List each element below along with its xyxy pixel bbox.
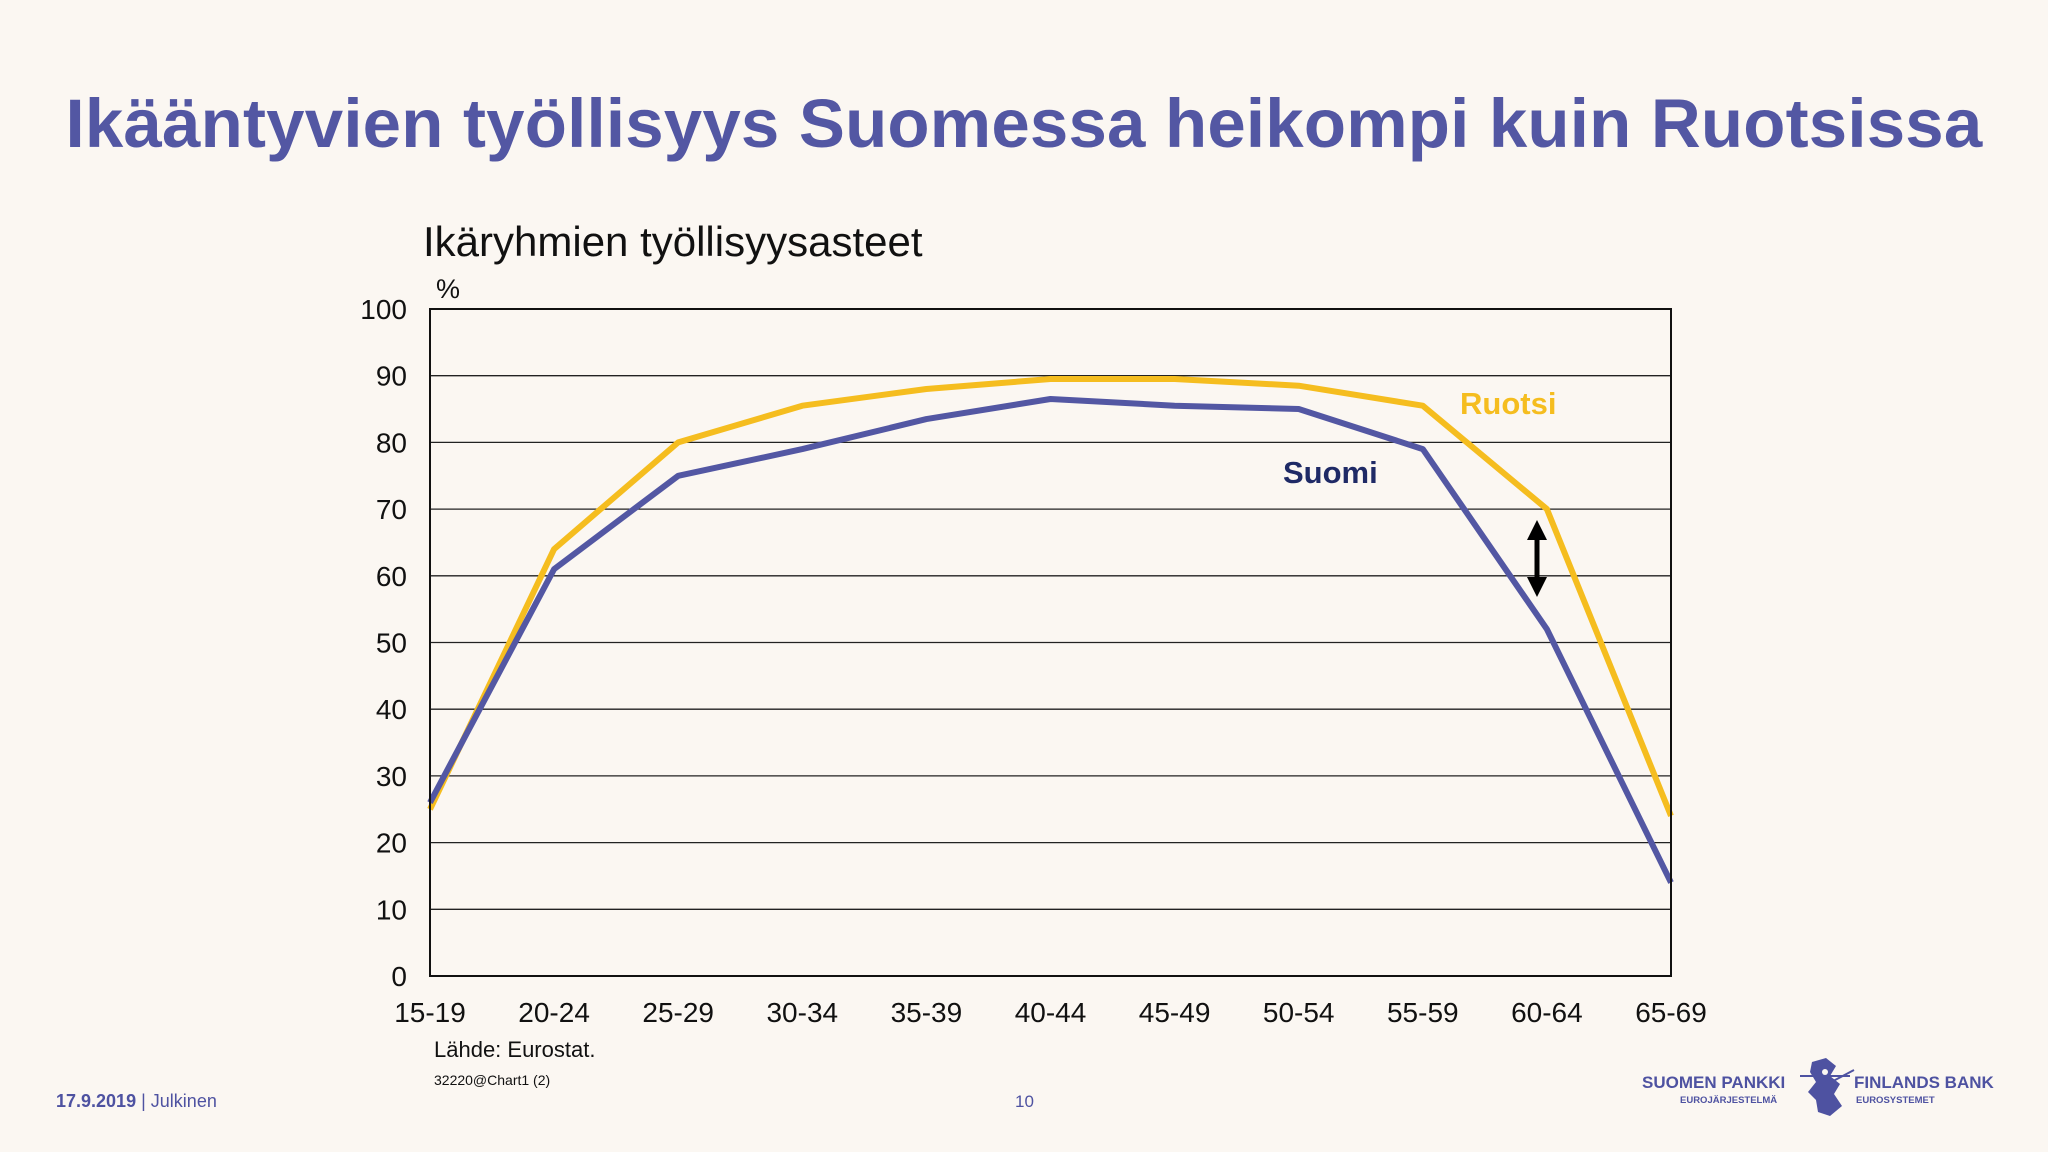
y-unit-label: %	[436, 274, 460, 304]
x-tick-label: 30-34	[766, 997, 838, 1028]
x-tick-label: 50-54	[1263, 997, 1335, 1028]
y-tick-label: 10	[376, 894, 407, 925]
series-label-suomi: Suomi	[1283, 455, 1378, 490]
y-tick-label: 60	[376, 561, 407, 592]
y-tick-label: 50	[376, 628, 407, 659]
footer-separator: |	[141, 1091, 146, 1111]
x-tick-label: 60-64	[1511, 997, 1583, 1028]
series-lines	[427, 376, 1674, 884]
footer-classification: Julkinen	[150, 1091, 217, 1111]
y-tick-labels: 0 10 20 30 40 50 60 70 80 90 100	[360, 294, 407, 992]
y-tick-label: 20	[376, 828, 407, 859]
y-tick-label: 30	[376, 761, 407, 792]
series-line-ruotsi	[427, 376, 1674, 818]
series-line-suomi	[427, 396, 1674, 884]
x-tick-label: 55-59	[1387, 997, 1459, 1028]
y-tick-label: 100	[360, 294, 407, 325]
y-tick-label: 70	[376, 494, 407, 525]
chart-title: Ikäryhmien työllisyysasteet	[423, 218, 923, 265]
x-tick-label: 65-69	[1635, 997, 1707, 1028]
x-tick-label: 45-49	[1139, 997, 1211, 1028]
y-tick-label: 80	[376, 427, 407, 458]
x-tick-label: 15-19	[394, 997, 466, 1028]
footer-date: 17.9.2019	[56, 1091, 137, 1111]
gap-double-arrow	[1527, 520, 1547, 597]
logo-left-name: SUOMEN PANKKI	[1642, 1073, 1785, 1092]
logo-left-sub: EUROJÄRJESTELMÄ	[1680, 1095, 1777, 1106]
x-tick-label: 40-44	[1015, 997, 1087, 1028]
footer-info: 17.9.2019 | Julkinen	[56, 1091, 217, 1112]
lion-emblem-icon	[1800, 1058, 1855, 1116]
y-tick-label: 40	[376, 694, 407, 725]
logo-right-name: FINLANDS BANK	[1854, 1073, 1994, 1092]
logo-right-sub: EUROSYSTEMET	[1856, 1095, 1935, 1106]
y-tick-label: 90	[376, 361, 407, 392]
y-tick-label: 0	[391, 961, 407, 992]
plot-frame	[429, 308, 1672, 977]
chart-code: 32220@Chart1 (2)	[434, 1072, 550, 1088]
x-tick-label: 25-29	[642, 997, 714, 1028]
x-tick-label: 20-24	[518, 997, 590, 1028]
source-note: Lähde: Eurostat.	[434, 1037, 595, 1062]
series-label-ruotsi: Ruotsi	[1460, 386, 1556, 421]
x-tick-labels: 15-19 20-24 25-29 30-34 35-39 40-44 45-49 50-54…	[394, 997, 1707, 1028]
page-number: 10	[1015, 1092, 1034, 1111]
slide-title: Ikääntyvien työllisyys Suomessa heikompi…	[65, 85, 1983, 162]
x-tick-label: 35-39	[891, 997, 963, 1028]
bank-logo: SUOMEN PANKKI EUROJÄRJESTELMÄ FINLANDS B…	[1642, 1058, 1994, 1116]
